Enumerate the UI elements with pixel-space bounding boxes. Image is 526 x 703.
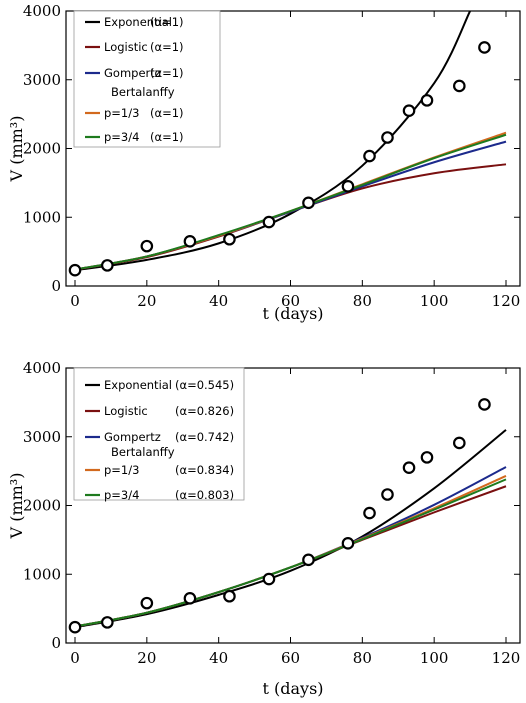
data-point <box>453 436 466 450</box>
data-point <box>262 572 276 586</box>
legend-param: (α=0.834) <box>175 463 234 477</box>
x-tick-label: 20 <box>137 292 156 310</box>
data-point <box>101 259 114 272</box>
data-point <box>140 596 154 610</box>
legend-label: Gompertz <box>104 430 161 444</box>
y-tick-label: 2000 <box>23 497 61 515</box>
y-tick-label: 4000 <box>23 2 61 20</box>
y-tick-label: 0 <box>51 634 61 652</box>
data-point <box>183 235 197 248</box>
x-tick-label: 0 <box>70 292 80 310</box>
x-tick-label: 100 <box>420 292 449 310</box>
legend-param: (α=0.742) <box>175 430 234 444</box>
data-point <box>420 94 434 107</box>
data-point <box>453 79 466 93</box>
legend-label: Gompertz <box>104 66 161 80</box>
legend-param: (α=1) <box>150 15 184 29</box>
data-point <box>140 239 154 253</box>
data-point <box>223 589 236 603</box>
legend-label: p=3/4 <box>104 488 139 502</box>
data-point <box>381 488 394 501</box>
data-point <box>478 398 491 411</box>
x-tick-label: 80 <box>353 649 372 667</box>
data-point <box>183 592 197 605</box>
legend-label: Logistic <box>104 40 148 54</box>
x-tick-label: 0 <box>70 649 80 667</box>
series-line-exponential <box>74 429 507 629</box>
y-axis-label: V (mm³) <box>7 473 26 540</box>
legend-param: (α=0.545) <box>175 378 234 392</box>
legend-heading: Bertalanffy <box>111 445 175 459</box>
legend-param: (α=1) <box>150 40 184 54</box>
data-point <box>68 620 82 634</box>
x-axis-label: t (days) <box>262 679 323 698</box>
x-tick-label: 20 <box>137 649 156 667</box>
legend-box <box>73 10 221 148</box>
x-tick-label: 120 <box>492 292 521 310</box>
y-tick-label: 0 <box>51 277 61 295</box>
legend-label: p=1/3 <box>104 463 139 477</box>
data-point <box>402 104 416 117</box>
legend-param: (α=1) <box>150 66 184 80</box>
series-line-gompertz <box>74 140 507 271</box>
data-point <box>262 215 276 229</box>
legend-param: (α=0.803) <box>175 488 234 502</box>
y-tick-label: 3000 <box>23 428 61 446</box>
data-point <box>101 616 114 629</box>
legend: Exponential(α=1)Logistic (α=1)Gompertz(α=… <box>73 10 221 148</box>
data-point <box>341 180 355 193</box>
y-tick-label: 2000 <box>23 140 61 158</box>
x-tick-label: 100 <box>420 649 449 667</box>
y-tick-label: 4000 <box>23 359 61 377</box>
x-tick-label: 60 <box>281 649 300 667</box>
legend-label: p=3/4 <box>104 130 139 144</box>
data-point <box>341 537 355 550</box>
x-tick-label: 40 <box>209 649 228 667</box>
data-point <box>363 149 376 163</box>
x-tick-label: 120 <box>492 649 521 667</box>
data-point <box>302 196 315 210</box>
legend-param: (α=0.826) <box>175 404 234 418</box>
x-tick-label: 60 <box>281 292 300 310</box>
series-line-logistic <box>74 163 507 271</box>
data-point <box>363 506 376 520</box>
y-tick-label: 1000 <box>23 565 61 583</box>
data-point <box>381 131 394 144</box>
chart-panel-1: 0 20 40 60 80 100 120 0 1000 2000 3000 4000 t (days)… <box>7 2 521 323</box>
data-point <box>402 461 416 474</box>
data-point <box>223 232 236 246</box>
legend-label: Logistic <box>104 404 148 418</box>
chart-panel-2: 0 20 40 60 80 100 120 0 1000 2000 3000 4000 t (days)… <box>7 359 521 698</box>
legend-label: Exponential <box>104 15 172 29</box>
y-tick-label: 1000 <box>23 208 61 226</box>
x-tick-label: 40 <box>209 292 228 310</box>
series-line-p-1-3 <box>74 131 507 271</box>
x-tick-label: 80 <box>353 292 372 310</box>
legend-label: p=1/3 <box>104 106 139 120</box>
legend-param: (α=1) <box>150 106 184 120</box>
data-point <box>302 553 315 567</box>
series-line-p-3-4 <box>74 478 507 628</box>
legend: Exponential (α=0.545) Logistic (α=0.826) Gom… <box>73 367 245 502</box>
legend-param: (α=1) <box>150 130 184 144</box>
y-axis-label: V (mm³) <box>7 116 26 183</box>
legend-box <box>73 367 245 501</box>
legend-heading: Bertalanffy <box>111 85 175 99</box>
legend-label: Exponential <box>104 378 172 392</box>
series-line-p-3-4 <box>74 133 507 271</box>
data-point <box>478 41 491 54</box>
data-point <box>420 451 434 464</box>
x-axis-label: t (days) <box>262 304 323 323</box>
data-point <box>68 263 82 277</box>
y-tick-label: 3000 <box>23 71 61 89</box>
